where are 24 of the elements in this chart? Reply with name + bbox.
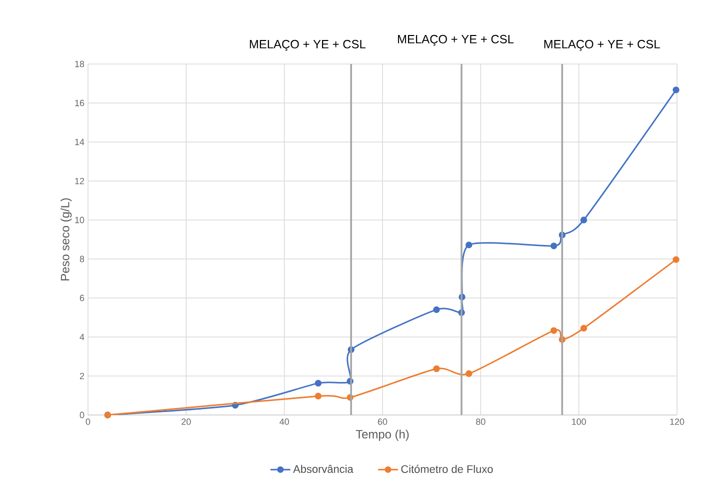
x-tick-label: 120	[670, 418, 684, 425]
y-tick-label: 18	[75, 60, 84, 68]
y-tick-label: 16	[75, 100, 84, 106]
ref-line-label: MELAÇO + YE + CSL	[398, 34, 514, 46]
y-tick-label: 6	[80, 294, 84, 302]
ref-line-label: MELAÇO + YE + CSL	[250, 40, 366, 51]
y-tick-label: 10	[75, 216, 84, 224]
ref-line-label: MELAÇO + YE + CSL	[544, 40, 660, 51]
x-axis-title: Tempo (h)	[356, 430, 409, 441]
x-tick-label: 100	[572, 418, 586, 425]
y-tick-label: 14	[75, 138, 84, 146]
y-tick-label: 4	[80, 334, 84, 340]
x-tick-label: 80	[476, 418, 486, 425]
x-tick-label: 60	[378, 418, 388, 425]
y-tick-label: 12	[75, 178, 84, 184]
x-tick-label: 20	[182, 418, 191, 425]
y-tick-label: 0	[80, 412, 84, 418]
x-tick-label: 40	[280, 418, 289, 425]
y-tick-label: 8	[80, 256, 84, 262]
y-tick-label: 2	[80, 372, 84, 380]
legend-label: Citómetro de Fluxo	[401, 464, 493, 473]
legend-label: Absorvância	[293, 464, 354, 473]
y-axis-title: Peso seco (g/L)	[60, 198, 72, 280]
x-tick-label: 0	[86, 418, 90, 425]
